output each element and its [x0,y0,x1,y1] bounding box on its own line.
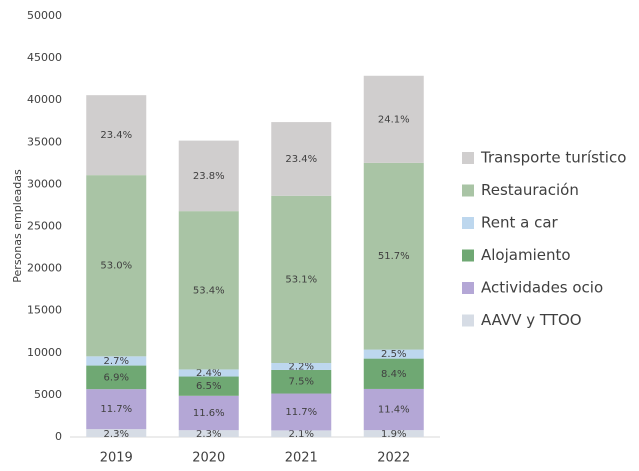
legend-label: Alojamiento [481,246,571,264]
bar-segment [86,365,147,390]
y-tick-label: 40000 [27,93,62,106]
share-label: 7.5% [289,377,314,388]
bar-segment [363,349,424,359]
share-label: 11.4% [378,405,410,416]
y-tick-label: 30000 [27,177,62,190]
y-tick-label: 45000 [27,51,62,64]
bar-segment [271,369,332,394]
share-label: 2.3% [104,429,129,440]
x-tick-label: 2022 [377,451,410,466]
legend-label: Restauración [481,181,579,199]
y-tick-label: 5000 [34,388,62,401]
bar-segment [178,140,239,212]
share-label: 53.0% [100,261,132,272]
bar-segment [363,358,424,389]
share-label: 11.6% [193,408,225,419]
bar-segment [363,430,424,437]
bar-segment [86,95,147,176]
share-label: 2.1% [289,429,314,440]
bar-segment [86,356,147,366]
bar-segment [178,211,239,370]
bar-segment [363,162,424,350]
legend-label: Actividades ocio [481,279,603,297]
share-label: 6.9% [104,372,129,383]
bar-segment [271,393,332,431]
bar-segment [178,430,239,437]
share-label: 2.3% [196,429,221,440]
y-tick-label: 50000 [27,9,62,22]
share-label: 23.8% [193,171,225,182]
y-tick-label: 25000 [27,220,62,233]
bar-segment [271,362,332,370]
y-tick-label: 15000 [27,304,62,317]
share-label: 53.1% [285,274,317,285]
share-label: 51.7% [378,251,410,262]
share-label: 2.7% [104,356,129,367]
share-label: 8.4% [381,369,406,380]
y-tick-label: 10000 [27,346,62,359]
bar-segment [363,75,424,163]
share-label: 2.2% [289,361,314,372]
bar-segment [178,395,239,431]
share-label: 11.7% [285,407,317,418]
share-label: 1.9% [381,429,406,440]
share-label: 2.5% [381,349,406,360]
share-label: 2.4% [196,368,221,379]
legend-swatch [462,184,474,197]
bar-segment [86,175,147,357]
legend-swatch [462,217,474,229]
share-label: 53.4% [193,285,225,296]
bar-segment [86,389,147,430]
share-label: 24.1% [378,114,410,125]
bar-segment [271,430,332,437]
legend-swatch [462,152,474,164]
legend-label: AAVV y TTOO [481,311,582,329]
legend-label: Rent a car [481,214,559,232]
y-tick-label: 20000 [27,262,62,275]
legend-swatch [462,282,474,294]
x-tick-label: 2021 [285,451,318,466]
bar-segment [363,388,424,431]
share-label: 11.7% [100,404,132,415]
legend-swatch [462,249,474,262]
share-label: 23.4% [285,154,317,165]
share-label: 6.5% [196,381,221,392]
bar-segment [271,195,332,363]
y-tick-label: 35000 [27,135,62,148]
x-tick-label: 2020 [192,451,225,466]
y-axis-label: Personas empleadas [11,169,24,283]
bar-segment [271,122,332,196]
x-tick-label: 2019 [100,451,133,466]
bar-segment [86,429,147,437]
legend-swatch [462,314,474,327]
bar-segment [178,369,239,377]
share-label: 23.4% [100,130,132,141]
bar-segment [178,376,239,396]
legend-label: Transporte turístico [480,149,626,167]
y-tick-label: 0 [55,430,62,443]
